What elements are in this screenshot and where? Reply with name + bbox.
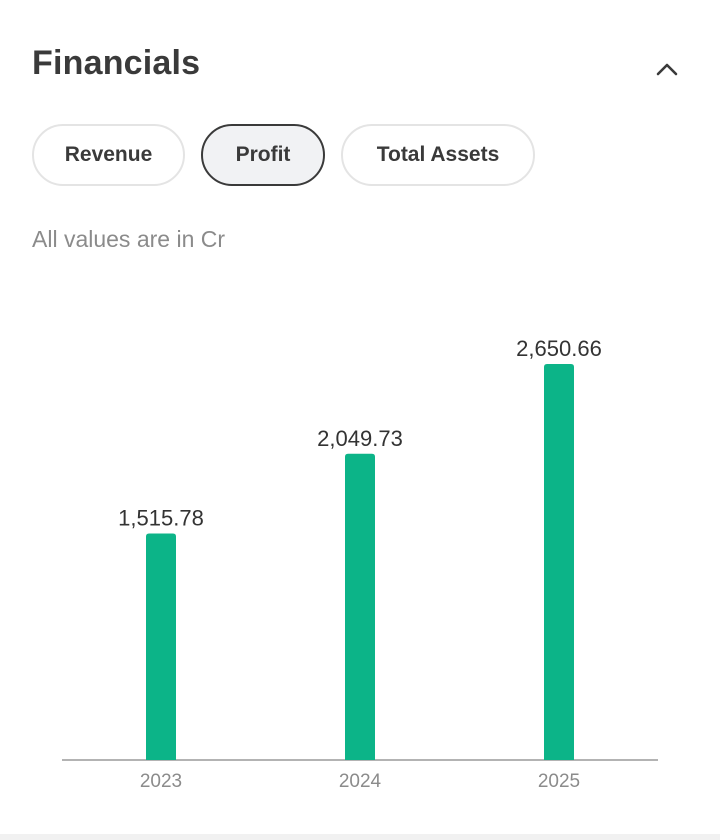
collapse-button[interactable] (652, 54, 682, 84)
tab-revenue-label: Revenue (64, 143, 153, 166)
x-tick-label-2024: 2024 (339, 771, 382, 792)
tab-profit[interactable]: Profit (201, 124, 325, 186)
tab-profit-label: Profit (235, 143, 291, 166)
bar-2024[interactable] (345, 453, 375, 760)
profit-bar-chart: 1,515.78 2023 2,049.73 2024 2,650.66 2025 (62, 336, 658, 792)
chevron-up-icon (656, 63, 678, 76)
data-label-2025: 2,650.66 (516, 336, 602, 361)
x-tick-label-2023: 2023 (140, 771, 182, 792)
tab-revenue[interactable]: Revenue (32, 124, 185, 186)
data-label-2024: 2,049.73 (317, 426, 403, 451)
data-label-2023: 1,515.78 (118, 506, 204, 531)
bar-2023[interactable] (146, 533, 176, 760)
tab-total-assets[interactable]: Total Assets (341, 124, 535, 186)
section-divider (0, 834, 720, 840)
tab-total-assets-label: Total Assets (376, 143, 500, 166)
values-unit-note: All values are in Cr (32, 226, 226, 252)
x-tick-label-2025: 2025 (538, 771, 580, 792)
bar-2025[interactable] (544, 364, 574, 760)
financials-header: Financials (32, 44, 688, 96)
section-title: Financials (32, 44, 201, 82)
